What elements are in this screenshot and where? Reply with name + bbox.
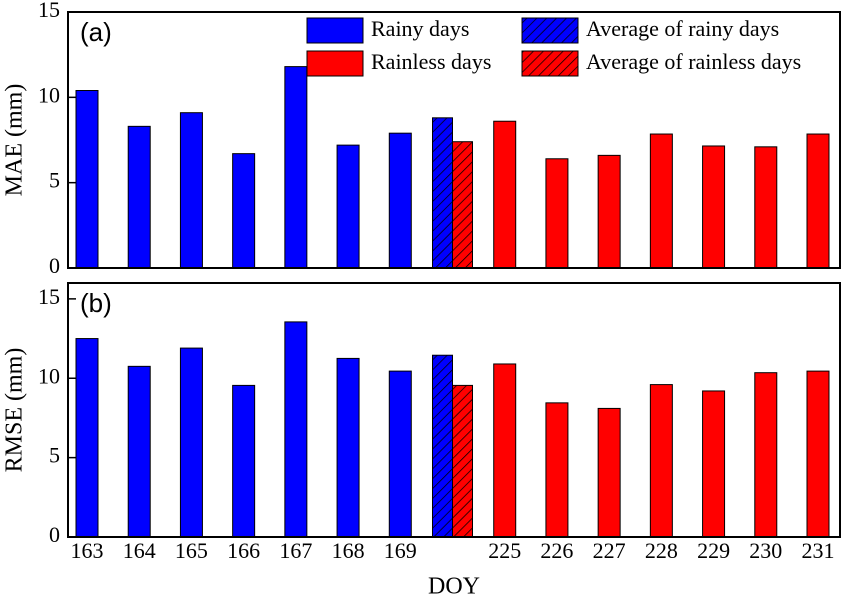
bar [597,407,621,538]
legend-swatch [521,50,579,77]
legend-swatch [306,17,364,44]
x-tick-label: 163 [71,538,104,563]
bar [127,125,151,269]
bar [75,338,99,538]
y-tick-label: 15 [38,284,60,309]
x-tick-label: 165 [175,538,208,563]
bar [232,384,256,538]
bar [452,384,473,538]
bar [545,402,569,538]
bar [702,145,726,269]
bar [336,357,360,538]
plot-frame [67,11,841,269]
x-tick-label: 167 [279,538,312,563]
bar [754,146,778,269]
bar [284,321,308,538]
y-axis-label: RMSE (mm) [2,348,28,473]
x-tick-label: 225 [488,538,521,563]
bar [336,144,360,269]
x-tick-label: 169 [384,538,417,563]
bar [806,133,830,269]
bar [754,372,778,538]
bar [432,354,453,538]
bar [75,90,99,269]
legend-swatch [306,50,364,77]
bar [702,390,726,538]
bar [452,141,473,269]
legend-label: Average of rainy days [586,16,779,41]
bar [127,365,151,538]
bar [388,132,412,269]
x-axis-label: DOY [428,574,480,598]
y-tick-label: 5 [49,443,60,468]
bar [649,133,673,269]
x-tick-label: 164 [123,538,156,563]
y-tick-label: 0 [49,522,60,547]
y-tick-label: 15 [38,0,60,22]
legend-label: Rainless days [371,49,491,74]
y-tick-label: 0 [49,253,60,278]
panel-label: (a) [80,17,112,47]
x-tick-label: 166 [227,538,260,563]
legend-label: Rainy days [371,16,469,41]
y-tick-label: 10 [38,363,60,388]
bar [284,66,308,269]
x-tick-label: 228 [645,538,678,563]
x-tick-label: 230 [749,538,782,563]
y-axis-label: MAE (mm) [2,84,28,197]
y-tick-label: 10 [38,82,60,107]
bar [806,370,830,538]
legend-swatch [521,17,579,44]
x-tick-label: 226 [540,538,573,563]
bar [179,347,203,538]
panel-label: (b) [80,288,112,318]
bar [432,117,453,269]
bar [649,384,673,538]
legend-label: Average of rainless days [586,49,801,74]
bar [388,370,412,538]
bar [179,112,203,269]
bar [493,363,517,538]
plot-frame [67,282,841,538]
bar [232,153,256,269]
x-tick-label: 227 [593,538,626,563]
x-tick-label: 168 [332,538,365,563]
x-tick-label: 229 [697,538,730,563]
bar [493,120,517,269]
bar [597,154,621,269]
x-tick-label: 231 [802,538,835,563]
y-tick-label: 5 [49,168,60,193]
bar [545,158,569,269]
